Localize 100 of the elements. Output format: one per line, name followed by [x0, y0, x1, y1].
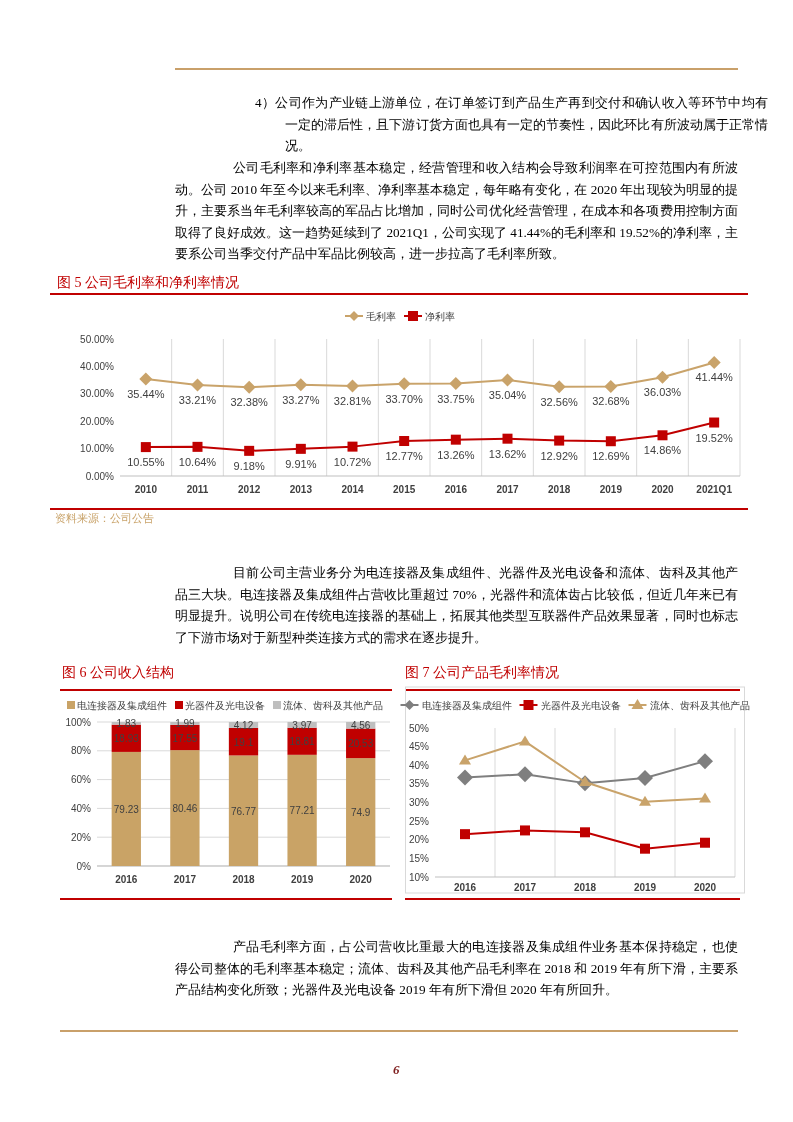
legend-label: 流体、齿科及其他产品 — [649, 699, 750, 711]
y-tick-label: 30.00% — [80, 388, 115, 400]
x-tick-label: 2014 — [341, 484, 365, 495]
point — [139, 372, 153, 386]
x-tick-label: 2018 — [548, 484, 571, 495]
data-label: 41.44% — [695, 371, 734, 384]
y-tick-label: 20% — [408, 834, 430, 846]
x-tick-label: 2015 — [393, 484, 416, 495]
x-tick-label: 2016 — [444, 484, 468, 495]
text: 6 — [393, 1062, 400, 1078]
data-label: 32.56% — [540, 395, 579, 408]
text: 4）公司作为产业链上游单位，在订单签订到产品生产再到交付和确认收入等环节中均有一定的滞后性，且下游订货方面也具有一定的节奏性，因此环比有所波动属于正常情况。 — [255, 94, 768, 155]
bar — [228, 755, 259, 866]
data-label: 13.26% — [437, 448, 475, 461]
point — [242, 380, 256, 394]
data-label: 79.23 — [113, 803, 140, 815]
point — [697, 753, 713, 770]
point — [639, 795, 651, 806]
data-label: 76.77 — [230, 805, 257, 817]
y-tick-label: 50.00% — [80, 333, 115, 345]
data-label: 12.92% — [540, 449, 579, 462]
data-label: 19.1 — [233, 736, 254, 748]
data-label: 33.27% — [282, 393, 320, 406]
point — [502, 433, 513, 444]
point — [459, 754, 471, 765]
data-label: 12.77% — [385, 450, 424, 463]
y-tick-label: 30% — [408, 797, 430, 808]
data-label: 33.75% — [437, 392, 475, 405]
data-label: 13.62% — [488, 447, 527, 460]
y-tick-label: 35% — [408, 778, 430, 790]
data-label: 32.68% — [592, 395, 630, 408]
point — [656, 370, 669, 384]
point — [605, 436, 616, 447]
point — [520, 825, 530, 836]
y-tick-label: 80% — [70, 745, 92, 757]
data-label: 74.9 — [350, 807, 371, 819]
data-label: 10.72% — [333, 455, 372, 468]
legend-label: 电连接器及集成组件 — [77, 699, 167, 711]
data-label: 20.53 — [348, 738, 374, 750]
point — [191, 378, 204, 392]
y-tick-label: 10.00% — [80, 443, 115, 455]
bar — [287, 754, 317, 866]
point — [295, 443, 306, 454]
data-label: 80.46 — [172, 803, 198, 815]
point — [657, 430, 668, 441]
legend-label: 光器件及光电设备 — [185, 699, 265, 711]
point — [517, 766, 533, 783]
point — [637, 769, 653, 786]
x-tick-label: 2017 — [173, 874, 197, 885]
x-tick-label: 2018 — [573, 882, 597, 893]
data-label: 9.91% — [285, 457, 317, 470]
data-label: 19.52% — [695, 431, 734, 444]
data-label: 10.55% — [127, 456, 165, 469]
x-tick-label: 2013 — [289, 484, 313, 495]
x-tick-label: 2018 — [232, 874, 256, 885]
x-tick-label: 2019 — [290, 874, 314, 885]
point — [552, 380, 566, 394]
data-label: 17.55 — [172, 732, 198, 744]
y-tick-label: 60% — [70, 774, 92, 786]
point — [640, 843, 650, 854]
y-tick-label: 15% — [408, 852, 430, 864]
y-tick-label: 0.00% — [85, 470, 115, 482]
y-tick-label: 25% — [408, 815, 430, 827]
point — [140, 442, 151, 453]
point — [700, 837, 710, 848]
point — [347, 441, 358, 452]
data-label: 77.21 — [289, 805, 316, 817]
point — [709, 417, 720, 428]
chart-title: 图 6 公司收入结构 — [62, 664, 174, 682]
point — [244, 445, 255, 456]
point — [580, 827, 590, 838]
data-label: 14.86% — [643, 444, 682, 457]
legend-label: 流体、齿科及其他产品 — [283, 699, 383, 711]
x-tick-label: 2016 — [453, 882, 477, 893]
x-tick-label: 2020 — [349, 874, 373, 885]
chart-title: 图 7 公司产品毛利率情况 — [405, 664, 559, 682]
data-label: 35.04% — [488, 388, 527, 401]
y-tick-label: 40% — [70, 802, 92, 814]
x-tick-label: 2019 — [599, 484, 623, 495]
text: 目前公司主营业务分为电连接器及集成组件、光器件及光电设备和流体、齿科及其他产品三大块。电连接器及集成组件占营收比重超过 70%，光器件和流体齿占比较低，但近几年来已有明显提升。说明公司在传统电连接器的基础上，拓展其他类型互联器件产品效果显著，同时也标志了下游市场对于新型种类连接方式的需求在逐步提升。 — [175, 564, 738, 647]
data-label: 36.03% — [643, 386, 682, 399]
y-tick-label: 40.00% — [80, 360, 115, 372]
point — [554, 435, 565, 446]
point — [460, 829, 470, 840]
data-label: 35.44% — [127, 387, 165, 400]
data-label: 12.69% — [592, 450, 630, 463]
data-label: 18.93 — [113, 733, 140, 745]
y-tick-label: 40% — [408, 759, 430, 771]
legend-label: 光器件及光电设备 — [540, 699, 621, 711]
y-tick-label: 10% — [408, 871, 430, 883]
data-label: 32.38% — [230, 396, 269, 409]
x-tick-label: 2016 — [115, 874, 138, 885]
point — [399, 436, 410, 447]
y-tick-label: 0% — [76, 860, 92, 872]
x-tick-label: 2020 — [651, 484, 675, 495]
point — [450, 434, 461, 445]
y-tick-label: 100% — [65, 716, 92, 728]
x-tick-label: 2012 — [238, 484, 261, 495]
point — [294, 378, 308, 392]
x-tick-label: 2010 — [134, 484, 158, 495]
